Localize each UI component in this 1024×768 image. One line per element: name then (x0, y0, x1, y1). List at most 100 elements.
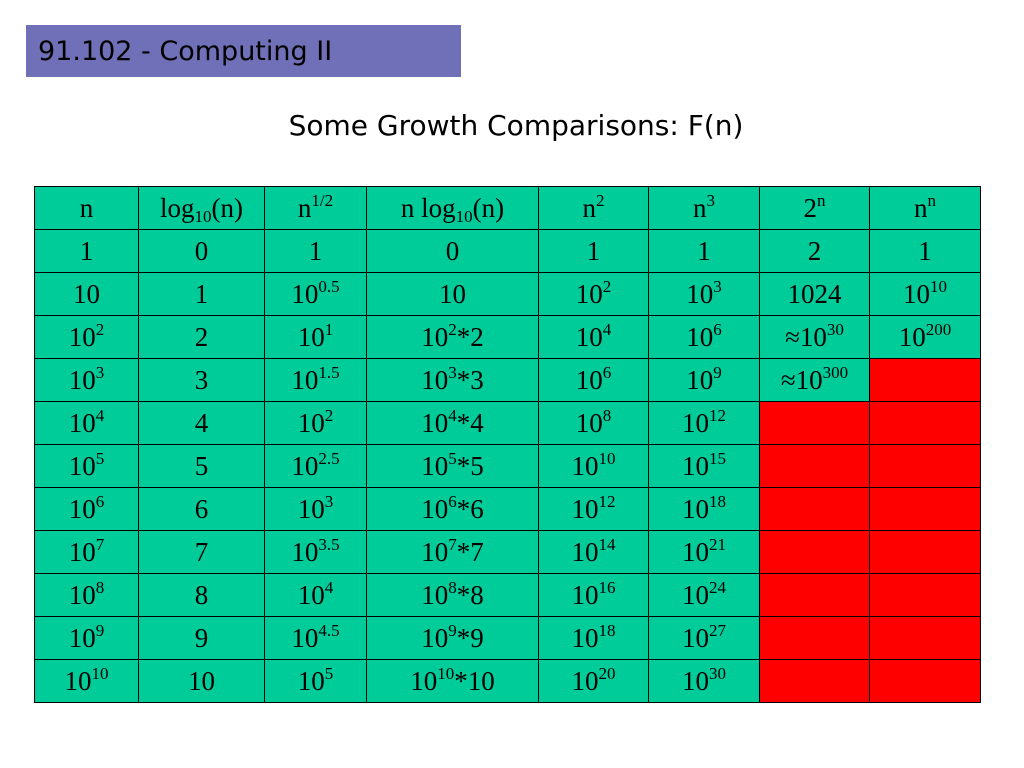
table-cell: 10 (138, 659, 265, 703)
table-row: 108 8 104 108*8 1016 1024 (34, 573, 981, 617)
table-cell: 1024 (648, 573, 760, 617)
table-cell: 0 (366, 229, 539, 273)
table-cell: 104 (538, 315, 649, 359)
table-cell: 1014 (538, 530, 649, 574)
overflow-cell (869, 487, 981, 531)
table-cell: 1016 (538, 573, 649, 617)
table-cell: 108 (34, 573, 139, 617)
table-cell: 4 (138, 401, 265, 445)
table-cell: 1024 (759, 272, 870, 316)
table-cell: 106 (34, 487, 139, 531)
table-cell: 101.5 (264, 358, 367, 402)
table-cell: 1018 (538, 616, 649, 660)
overflow-cell (869, 401, 981, 445)
table-cell: 109 (34, 616, 139, 660)
table-cell: 103.5 (264, 530, 367, 574)
header-cell-n: n (34, 186, 139, 230)
overflow-cell (869, 358, 981, 402)
table-cell: 2 (759, 229, 870, 273)
overflow-cell (869, 573, 981, 617)
growth-comparison-table: n log10(n) n1/2 n log10(n) n2 n3 2n nn 1… (34, 186, 981, 703)
table-cell: 5 (138, 444, 265, 488)
table-cell: 103*3 (366, 358, 539, 402)
overflow-cell (869, 530, 981, 574)
table-cell: 106 (538, 358, 649, 402)
table-cell: ≈1030 (759, 315, 870, 359)
table-cell: 109*9 (366, 616, 539, 660)
header-row: n log10(n) n1/2 n log10(n) n2 n3 2n nn (34, 186, 981, 230)
table-body: 1 0 1 0 1 1 2 1 10 1 100.5 10 102 103 1024 1010 102 2 101 1… (34, 229, 981, 703)
table-cell: 1 (648, 229, 760, 273)
table-cell: 107*7 (366, 530, 539, 574)
table-row: 105 5 102.5 105*5 1010 1015 (34, 444, 981, 488)
table-cell: 2 (138, 315, 265, 359)
table-cell: 102 (34, 315, 139, 359)
table-cell: 1010 (538, 444, 649, 488)
table-cell: 1 (538, 229, 649, 273)
overflow-cell (759, 487, 870, 531)
header-cell-n-pow-n: nn (869, 186, 981, 230)
table-cell: 3 (138, 358, 265, 402)
table-cell: 107 (34, 530, 139, 574)
table-cell: 106 (648, 315, 760, 359)
overflow-cell (869, 659, 981, 703)
table-cell: 1 (264, 229, 367, 273)
slide-title: Some Growth Comparisons: F(n) (288, 109, 744, 142)
header-cell-sqrt-n: n1/2 (264, 186, 367, 230)
table-cell: 104.5 (264, 616, 367, 660)
table-cell: 10 (366, 272, 539, 316)
overflow-cell (759, 401, 870, 445)
overflow-cell (759, 573, 870, 617)
table-cell: 101 (264, 315, 367, 359)
table-cell: 104 (34, 401, 139, 445)
table-row: 1010 10 105 1010*10 1020 1030 (34, 659, 981, 703)
overflow-cell (869, 616, 981, 660)
table-cell: 103 (34, 358, 139, 402)
table-cell: 1 (34, 229, 139, 273)
table-cell: 10 (34, 272, 139, 316)
table-cell: 102 (264, 401, 367, 445)
table-cell: 1012 (538, 487, 649, 531)
overflow-cell (759, 444, 870, 488)
overflow-cell (759, 616, 870, 660)
table-cell: 108*8 (366, 573, 539, 617)
table-cell: 104*4 (366, 401, 539, 445)
header-cell-n-squared: n2 (538, 186, 649, 230)
table-cell: 106*6 (366, 487, 539, 531)
table-cell: 1027 (648, 616, 760, 660)
overflow-cell (869, 444, 981, 488)
table-cell: ≈10300 (759, 358, 870, 402)
table-cell: 1030 (648, 659, 760, 703)
table-cell: 1021 (648, 530, 760, 574)
table-cell: 102 (538, 272, 649, 316)
table-cell: 1010 (869, 272, 981, 316)
table-row: 104 4 102 104*4 108 1012 (34, 401, 981, 445)
table-cell: 100.5 (264, 272, 367, 316)
overflow-cell (759, 659, 870, 703)
table-cell: 1015 (648, 444, 760, 488)
header-cell-two-pow-n: 2n (759, 186, 870, 230)
overflow-cell (759, 530, 870, 574)
table-row: 10 1 100.5 10 102 103 1024 1010 (34, 272, 981, 316)
table-cell: 8 (138, 573, 265, 617)
table-cell: 109 (648, 358, 760, 402)
table-cell: 102.5 (264, 444, 367, 488)
table-row: 107 7 103.5 107*7 1014 1021 (34, 530, 981, 574)
table-cell: 102*2 (366, 315, 539, 359)
table-cell: 108 (538, 401, 649, 445)
table-cell: 1010 (34, 659, 139, 703)
header-cell-log-n: log10(n) (138, 186, 265, 230)
table-cell: 9 (138, 616, 265, 660)
table-cell: 10200 (869, 315, 981, 359)
table-row: 103 3 101.5 103*3 106 109 ≈10300 (34, 358, 981, 402)
table-cell: 105 (264, 659, 367, 703)
table-cell: 103 (648, 272, 760, 316)
table-cell: 0 (138, 229, 265, 273)
table-cell: 105*5 (366, 444, 539, 488)
table-cell: 1 (869, 229, 981, 273)
header-cell-n-log-n: n log10(n) (366, 186, 539, 230)
table-cell: 104 (264, 573, 367, 617)
table-row: 106 6 103 106*6 1012 1018 (34, 487, 981, 531)
table-cell: 1 (138, 272, 265, 316)
table-cell: 7 (138, 530, 265, 574)
